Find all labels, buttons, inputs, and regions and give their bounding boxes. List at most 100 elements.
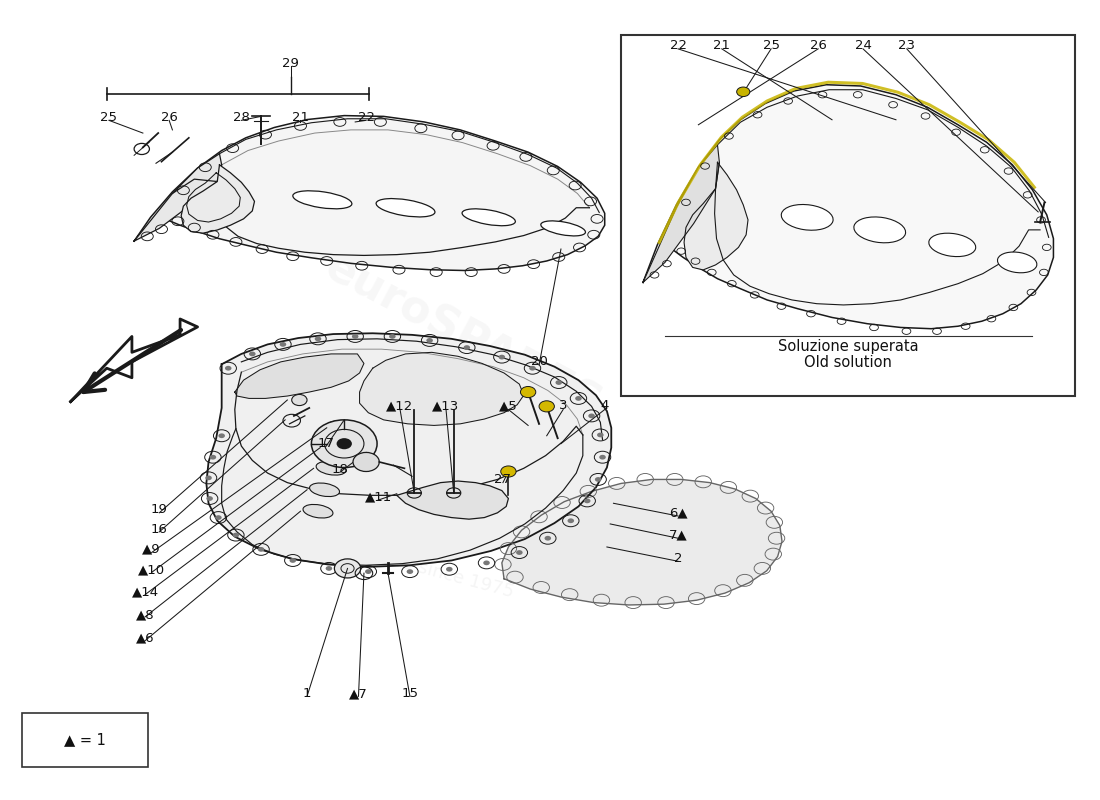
Text: 19: 19 bbox=[151, 503, 167, 516]
Text: a passion for cars since 1975: a passion for cars since 1975 bbox=[256, 516, 516, 602]
Circle shape bbox=[389, 334, 396, 339]
Ellipse shape bbox=[462, 209, 516, 226]
Polygon shape bbox=[644, 145, 719, 282]
Circle shape bbox=[427, 338, 433, 342]
Circle shape bbox=[219, 434, 224, 438]
Ellipse shape bbox=[928, 233, 976, 257]
Circle shape bbox=[520, 386, 536, 398]
Text: 21: 21 bbox=[713, 39, 730, 52]
Text: 24: 24 bbox=[855, 39, 871, 52]
Text: ▲7: ▲7 bbox=[349, 687, 367, 701]
Circle shape bbox=[292, 394, 307, 406]
FancyBboxPatch shape bbox=[621, 34, 1076, 396]
Text: 21: 21 bbox=[292, 110, 309, 124]
Text: ▲ = 1: ▲ = 1 bbox=[65, 733, 107, 747]
Circle shape bbox=[407, 570, 414, 574]
Polygon shape bbox=[360, 352, 524, 426]
Text: 26: 26 bbox=[161, 110, 177, 124]
Polygon shape bbox=[182, 165, 254, 233]
Text: 22: 22 bbox=[358, 110, 375, 124]
Text: 1: 1 bbox=[302, 687, 311, 701]
Circle shape bbox=[210, 455, 217, 459]
Circle shape bbox=[289, 558, 296, 563]
Circle shape bbox=[206, 475, 212, 480]
Ellipse shape bbox=[376, 198, 435, 217]
Circle shape bbox=[446, 567, 452, 571]
Polygon shape bbox=[234, 354, 364, 398]
Ellipse shape bbox=[541, 221, 585, 236]
Text: 2: 2 bbox=[674, 552, 682, 566]
Text: 22: 22 bbox=[670, 39, 686, 52]
Circle shape bbox=[584, 498, 591, 503]
Circle shape bbox=[352, 334, 359, 339]
Ellipse shape bbox=[316, 462, 346, 475]
Polygon shape bbox=[644, 85, 1054, 329]
Text: ▲13: ▲13 bbox=[432, 399, 460, 412]
Text: Soluzione superata: Soluzione superata bbox=[778, 339, 918, 354]
Circle shape bbox=[207, 496, 213, 501]
Text: 15: 15 bbox=[402, 687, 418, 701]
Circle shape bbox=[483, 561, 490, 566]
Text: 23: 23 bbox=[899, 39, 915, 52]
Circle shape bbox=[500, 466, 516, 477]
Circle shape bbox=[365, 570, 372, 574]
Text: 18: 18 bbox=[331, 463, 349, 477]
Circle shape bbox=[529, 366, 536, 370]
Circle shape bbox=[737, 87, 750, 97]
Circle shape bbox=[334, 559, 361, 578]
Text: ▲6: ▲6 bbox=[135, 632, 154, 645]
Circle shape bbox=[232, 533, 239, 538]
Circle shape bbox=[597, 433, 604, 438]
Text: ▲11: ▲11 bbox=[364, 490, 392, 503]
Circle shape bbox=[216, 515, 222, 520]
Polygon shape bbox=[134, 115, 605, 270]
Ellipse shape bbox=[854, 217, 905, 242]
Circle shape bbox=[498, 354, 505, 359]
Circle shape bbox=[279, 342, 286, 346]
Circle shape bbox=[326, 566, 332, 571]
Circle shape bbox=[224, 366, 231, 370]
Polygon shape bbox=[134, 154, 222, 241]
Text: 7▲: 7▲ bbox=[669, 529, 688, 542]
Ellipse shape bbox=[302, 505, 333, 518]
Ellipse shape bbox=[321, 441, 352, 454]
Text: 17: 17 bbox=[317, 437, 334, 450]
FancyBboxPatch shape bbox=[22, 713, 148, 767]
Circle shape bbox=[353, 453, 380, 471]
Circle shape bbox=[257, 547, 264, 552]
Text: 29: 29 bbox=[283, 57, 299, 70]
Text: 20: 20 bbox=[530, 355, 548, 368]
Circle shape bbox=[600, 455, 606, 459]
Text: ▲9: ▲9 bbox=[142, 543, 161, 556]
Circle shape bbox=[516, 550, 522, 555]
Text: 3: 3 bbox=[559, 399, 568, 412]
Text: 6▲: 6▲ bbox=[669, 506, 688, 519]
Text: 25: 25 bbox=[762, 39, 780, 52]
Ellipse shape bbox=[327, 421, 358, 434]
Circle shape bbox=[556, 380, 562, 385]
Circle shape bbox=[568, 518, 574, 523]
Circle shape bbox=[463, 345, 470, 350]
Ellipse shape bbox=[781, 205, 833, 230]
Polygon shape bbox=[397, 481, 508, 519]
Text: ▲12: ▲12 bbox=[386, 399, 414, 412]
Circle shape bbox=[575, 396, 582, 401]
Circle shape bbox=[595, 477, 602, 482]
Polygon shape bbox=[502, 479, 782, 605]
Polygon shape bbox=[207, 334, 612, 567]
Ellipse shape bbox=[998, 252, 1037, 273]
Polygon shape bbox=[684, 162, 748, 270]
Circle shape bbox=[544, 536, 551, 541]
Text: euroSPARES: euroSPARES bbox=[317, 246, 608, 427]
Circle shape bbox=[337, 438, 352, 450]
Text: 16: 16 bbox=[151, 523, 167, 536]
Text: 25: 25 bbox=[100, 110, 118, 124]
Text: 4: 4 bbox=[601, 399, 609, 412]
Text: ▲8: ▲8 bbox=[135, 608, 154, 621]
Text: 26: 26 bbox=[810, 39, 826, 52]
Text: ▲5: ▲5 bbox=[499, 399, 518, 412]
Ellipse shape bbox=[309, 483, 340, 497]
Circle shape bbox=[311, 420, 377, 467]
Text: 28: 28 bbox=[233, 110, 250, 124]
Text: ▲14: ▲14 bbox=[132, 586, 158, 598]
